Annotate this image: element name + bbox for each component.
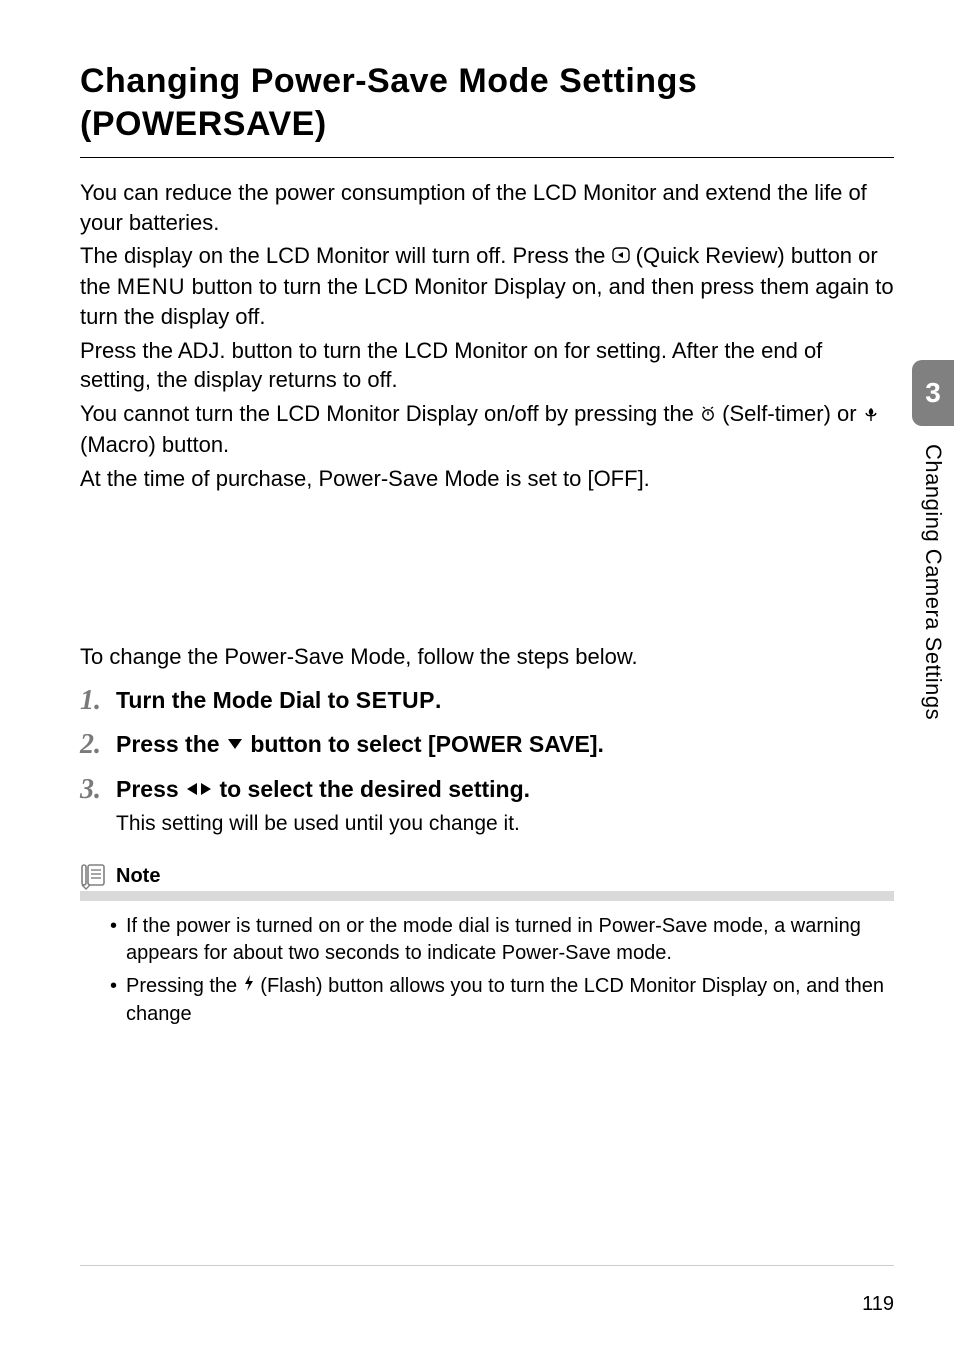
setup-label: SETUP: [356, 687, 435, 713]
step-1-heading-b: .: [435, 687, 441, 713]
para-4: You cannot turn the LCD Monitor Display …: [80, 399, 894, 460]
page-number: 119: [862, 1293, 894, 1316]
para-3: Press the ADJ. button to turn the LCD Mo…: [80, 336, 894, 395]
step-3-sub: This setting will be used until you chan…: [116, 810, 894, 838]
page-title: Changing Power-Save Mode Settings (POWER…: [80, 60, 894, 145]
note-label: Note: [116, 865, 160, 888]
note-item-2: • Pressing the (Flash) button allows you…: [110, 973, 894, 1027]
note-icon: [80, 862, 108, 890]
step-num-3: 3.: [80, 775, 116, 806]
para-1: You can reduce the power consumption of …: [80, 178, 894, 237]
steps-intro: To change the Power-Save Mode, follow th…: [80, 644, 894, 670]
chapter-title-vertical: Changing Camera Settings: [920, 444, 946, 720]
self-timer-icon: [700, 400, 716, 430]
bullet-icon: •: [110, 913, 126, 967]
note-item-2a: Pressing the: [126, 975, 243, 997]
step-1-heading-a: Turn the Mode Dial to: [116, 687, 356, 713]
para-2c: button to turn the LCD Monitor Display o…: [80, 274, 894, 329]
note-shade: [80, 891, 894, 901]
para-4a: You cannot turn the LCD Monitor Display …: [80, 401, 700, 426]
bullet-icon: •: [110, 973, 126, 1027]
step-3-heading-b: to select the desired setting.: [213, 776, 530, 802]
para-2: The display on the LCD Monitor will turn…: [80, 241, 894, 331]
chapter-number-tab: 3: [912, 360, 954, 426]
left-right-arrow-icon: [185, 775, 213, 805]
step-1: 1. Turn the Mode Dial to SETUP.: [80, 686, 894, 717]
step-3-heading: Press to select the desired setting.: [116, 775, 894, 806]
side-tab: 3 Changing Camera Settings: [912, 360, 954, 796]
para-2a: The display on the LCD Monitor will turn…: [80, 243, 612, 268]
para-4b: (Self-timer) or: [716, 401, 863, 426]
step-num-1: 1.: [80, 686, 116, 717]
step-2: 2. Press the button to select [POWER SAV…: [80, 730, 894, 761]
note-block: Note • If the power is turned on or the …: [80, 862, 894, 1027]
step-2-heading-a: Press the: [116, 731, 226, 757]
footer-divider: [80, 1265, 894, 1266]
macro-icon: [863, 400, 879, 430]
down-arrow-icon: [226, 730, 244, 760]
step-3-heading-a: Press: [116, 776, 185, 802]
title-underline: [80, 157, 894, 158]
note-header: Note: [80, 862, 894, 890]
step-num-2: 2.: [80, 730, 116, 761]
flash-icon: [243, 973, 255, 1000]
body-text-block: You can reduce the power consumption of …: [80, 178, 894, 494]
para-4c: (Macro) button.: [80, 432, 229, 457]
step-1-heading: Turn the Mode Dial to SETUP.: [116, 686, 894, 716]
menu-label: MENU: [117, 274, 186, 299]
note-item-1-text: If the power is turned on or the mode di…: [126, 913, 894, 967]
step-2-heading-b: button to select [POWER SAVE].: [244, 731, 604, 757]
step-2-heading: Press the button to select [POWER SAVE].: [116, 730, 894, 761]
step-3: 3. Press to select the desired setting. …: [80, 775, 894, 838]
note-list: • If the power is turned on or the mode …: [80, 913, 894, 1027]
note-item-1: • If the power is turned on or the mode …: [110, 913, 894, 967]
note-item-2-text: Pressing the (Flash) button allows you t…: [126, 973, 894, 1027]
quick-review-icon: [612, 242, 630, 272]
para-5: At the time of purchase, Power-Save Mode…: [80, 464, 894, 494]
